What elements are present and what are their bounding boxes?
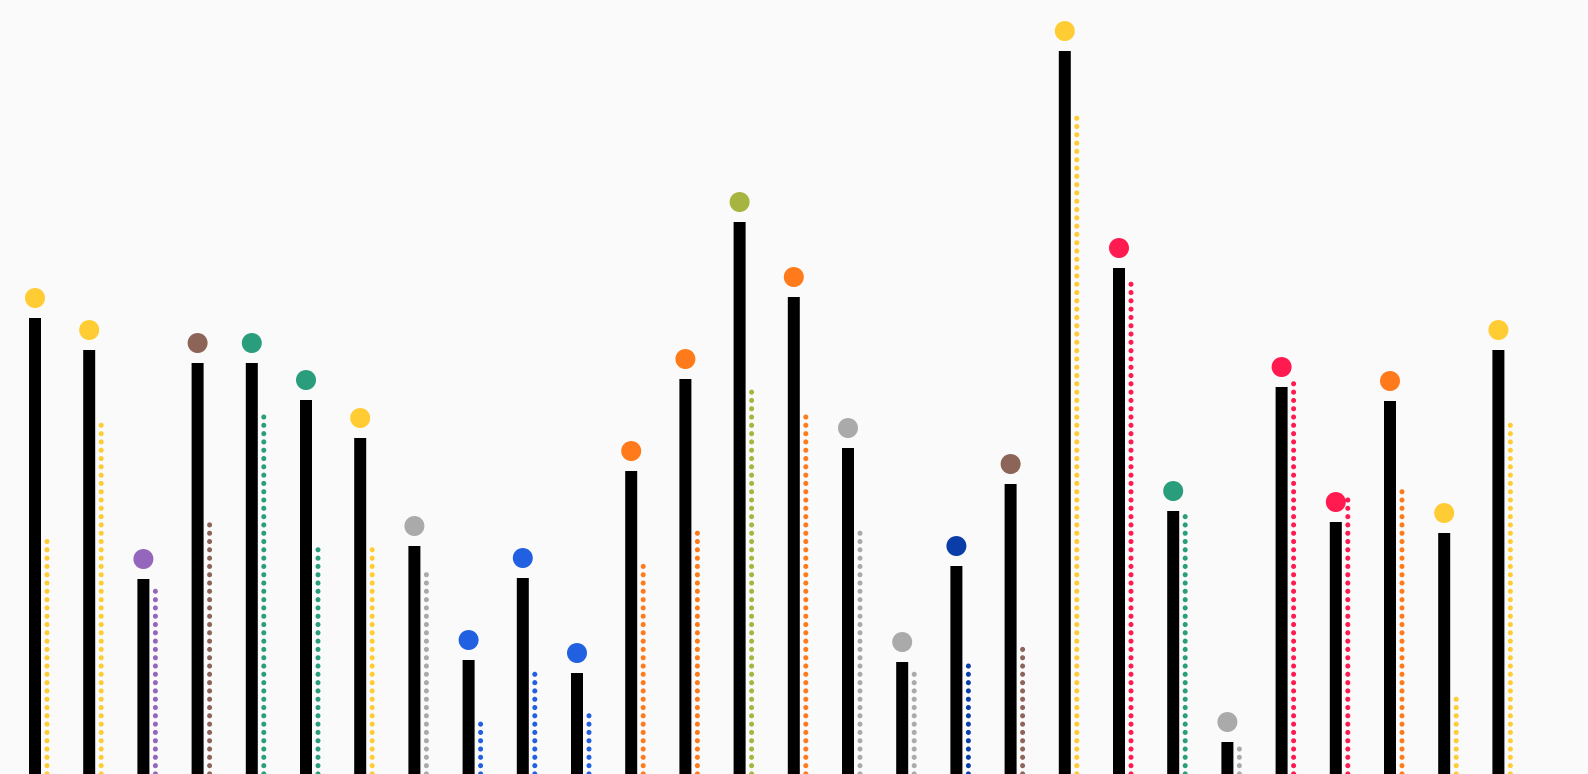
lollipop-stem xyxy=(300,400,312,774)
lollipop-stem xyxy=(1275,387,1288,774)
lollipop-stem xyxy=(787,297,800,774)
lollipop-head-dot xyxy=(783,267,804,287)
lollipop-stem xyxy=(245,363,258,774)
lollipop-stem xyxy=(733,222,746,774)
lollipop-stem xyxy=(842,448,854,774)
lollipop-head-dot xyxy=(512,548,533,568)
lollipop-stem xyxy=(950,566,963,774)
lollipop-stem xyxy=(1492,350,1505,774)
lollipop-stem xyxy=(1113,268,1125,774)
lollipop-stem xyxy=(1438,533,1451,774)
lollipop-stem xyxy=(679,379,692,774)
lollipop-head-dot xyxy=(621,441,642,461)
lollipop-head-dot xyxy=(1163,481,1184,501)
lollipop-head-dot xyxy=(296,370,316,390)
lollipop-head-dot xyxy=(567,643,587,663)
lollipop-head-dot xyxy=(892,632,913,652)
lollipop-stem xyxy=(516,578,529,774)
lollipop-stem xyxy=(137,579,150,774)
lollipop-head-dot xyxy=(1271,357,1292,377)
lollipop-head-dot xyxy=(1434,503,1455,523)
lollipop-head-dot xyxy=(241,333,262,353)
lollipop-stem xyxy=(408,546,421,774)
lollipop-head-dot xyxy=(1054,21,1075,41)
lollipop-head-dot xyxy=(1217,712,1238,732)
lollipop-stem xyxy=(354,438,367,774)
lollipop-head-dot xyxy=(458,630,479,650)
lollipop-head-dot xyxy=(350,408,371,428)
lollipop-stem xyxy=(1058,51,1071,774)
lollipop-head-dot xyxy=(946,536,967,556)
lollipop-head-dot xyxy=(1000,454,1021,474)
lollipop-head-dot xyxy=(25,288,45,308)
chart-marks xyxy=(25,21,1513,774)
lollipop-stem xyxy=(191,363,204,774)
lollipop-stem xyxy=(896,662,909,774)
lollipop-head-dot xyxy=(675,349,696,369)
lollipop-stem xyxy=(1167,511,1180,774)
lollipop-head-dot xyxy=(1380,371,1400,391)
lollipop-head-dot xyxy=(1109,238,1129,258)
lollipop-head-dot xyxy=(79,320,100,340)
lollipop-stem xyxy=(1384,401,1396,774)
lollipop-stem xyxy=(1004,484,1017,774)
lollipop-head-dot xyxy=(729,192,750,212)
lollipop-stem xyxy=(1221,742,1234,774)
lollipop-head-dot xyxy=(1488,320,1509,340)
lollipop-stem xyxy=(1329,522,1342,774)
lollipop-head-dot xyxy=(1325,492,1346,512)
lollipop-stem xyxy=(571,673,583,774)
lollipop-head-dot xyxy=(187,333,208,353)
lollipop-stem xyxy=(83,350,96,774)
lollipop-head-dot xyxy=(404,516,425,536)
lollipop-head-dot xyxy=(133,549,154,569)
lollipop-stem xyxy=(462,660,475,774)
lollipop-stem xyxy=(29,318,41,774)
lollipop-stem xyxy=(625,471,638,774)
lollipop-head-dot xyxy=(838,418,858,438)
